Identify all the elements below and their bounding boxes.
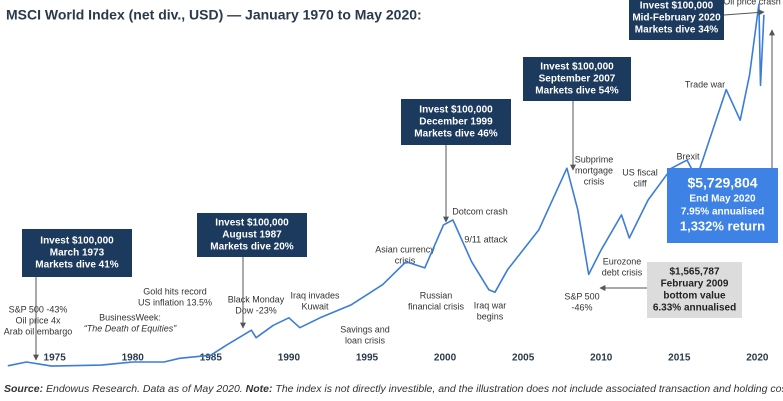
x-tick-label: 1975 bbox=[44, 353, 67, 364]
callout-text: Invest $100,000 bbox=[540, 62, 614, 73]
event-label: Kuwait bbox=[301, 301, 329, 311]
event-label: mortgage bbox=[575, 165, 613, 175]
event-label: Eurozone bbox=[603, 256, 642, 266]
event-label: Trade war bbox=[685, 79, 725, 89]
callout-text: Markets dive 20% bbox=[210, 242, 293, 253]
event-label: Oil price 4x bbox=[15, 315, 61, 325]
note-label: Note: bbox=[245, 383, 273, 395]
callout-text: End May 2020 bbox=[689, 194, 756, 205]
event-label: Subprime bbox=[575, 154, 614, 164]
footnote: Source: Endowus Research. Data as of May… bbox=[4, 383, 783, 395]
note-text: The index is not directly investible, an… bbox=[275, 383, 783, 395]
x-tick-label: 2010 bbox=[590, 353, 613, 364]
event-label: Asian currency bbox=[375, 244, 435, 254]
event-label: financial crisis bbox=[408, 301, 465, 311]
x-tick-label: 2005 bbox=[512, 353, 535, 364]
callout-box bbox=[667, 168, 778, 243]
callout-box bbox=[197, 213, 307, 257]
callout-text: Invest $100,000 bbox=[419, 105, 493, 116]
callout-box bbox=[629, 0, 724, 40]
event-label: begins bbox=[477, 311, 504, 321]
callout-text: Mid-February 2020 bbox=[632, 13, 721, 24]
event-label: Savings and bbox=[340, 324, 390, 334]
event-label: debt crisis bbox=[602, 267, 643, 277]
event-label: S&P 500 -43% bbox=[9, 304, 68, 314]
x-tick-label: 2020 bbox=[746, 353, 769, 364]
callout-box bbox=[22, 229, 132, 277]
callout-text: 7.95% annualised bbox=[681, 207, 764, 218]
event-label: Oil price crash bbox=[723, 0, 781, 6]
callout-text: September 2007 bbox=[539, 74, 616, 85]
event-label: Brexit bbox=[676, 151, 700, 161]
callout-text: $1,565,787 bbox=[669, 267, 719, 278]
x-tick-label: 1985 bbox=[200, 353, 223, 364]
callout-box bbox=[523, 57, 631, 101]
event-label: BusinessWeek: bbox=[99, 312, 161, 322]
callout-text: $5,729,804 bbox=[687, 175, 757, 191]
event-label: US inflation 13.5% bbox=[138, 297, 212, 307]
x-tick-label: 1995 bbox=[356, 353, 379, 364]
event-label: 9/11 attack bbox=[464, 234, 508, 244]
event-label: US fiscal bbox=[622, 167, 658, 177]
x-tick-label: 2000 bbox=[434, 353, 457, 364]
event-label: S&P 500 bbox=[564, 291, 599, 301]
event-label: Dow -23% bbox=[235, 305, 277, 315]
x-tick-label: 1990 bbox=[278, 353, 301, 364]
event-label: crisis bbox=[395, 255, 416, 265]
x-tick-label: 2015 bbox=[668, 353, 691, 364]
event-label: Russian bbox=[420, 290, 453, 300]
event-label: Iraq war bbox=[474, 300, 507, 310]
callout-text: Invest $100,000 bbox=[40, 236, 114, 247]
event-label: Dotcom crash bbox=[452, 206, 508, 216]
event-label: cliff bbox=[633, 178, 647, 188]
event-label: loan crisis bbox=[345, 335, 386, 345]
callout-text: 1,332% return bbox=[680, 218, 765, 233]
event-label: crisis bbox=[584, 176, 605, 186]
callout-text: August 1987 bbox=[222, 230, 282, 241]
callout-text: February 2009 bbox=[661, 279, 729, 290]
callout-text: Invest $100,000 bbox=[640, 1, 714, 12]
callout-text: Markets dive 46% bbox=[414, 129, 497, 140]
callout-text: bottom value bbox=[663, 291, 726, 302]
event-label: “The Death of Equities” bbox=[84, 323, 178, 333]
callout-text: December 1999 bbox=[419, 117, 493, 128]
callout-text: 6.33% annualised bbox=[653, 303, 736, 314]
callout-box bbox=[401, 99, 511, 145]
event-label: Arab oil embargo bbox=[4, 326, 73, 336]
source-label: Source: bbox=[4, 383, 44, 395]
callout-box bbox=[647, 262, 742, 318]
callout-text: Invest $100,000 bbox=[215, 218, 289, 229]
callout-arrow bbox=[723, 9, 765, 16]
event-label: Black Monday bbox=[228, 294, 285, 304]
chart: MSCI World Index (net div., USD) — Janua… bbox=[4, 0, 781, 367]
chart-title: MSCI World Index (net div., USD) — Janua… bbox=[6, 7, 422, 23]
source-text: Endowus Research. Data as of May 2020. bbox=[46, 383, 243, 395]
event-label: Gold hits record bbox=[143, 286, 207, 296]
event-label: -46% bbox=[571, 302, 592, 312]
callout-text: March 1973 bbox=[50, 248, 105, 259]
callout-text: Markets dive 54% bbox=[535, 86, 618, 97]
x-tick-label: 1980 bbox=[122, 353, 145, 364]
callout-text: Markets dive 41% bbox=[35, 260, 118, 271]
event-label: Iraq invades bbox=[290, 290, 340, 300]
callout-text: Markets dive 34% bbox=[635, 25, 718, 36]
